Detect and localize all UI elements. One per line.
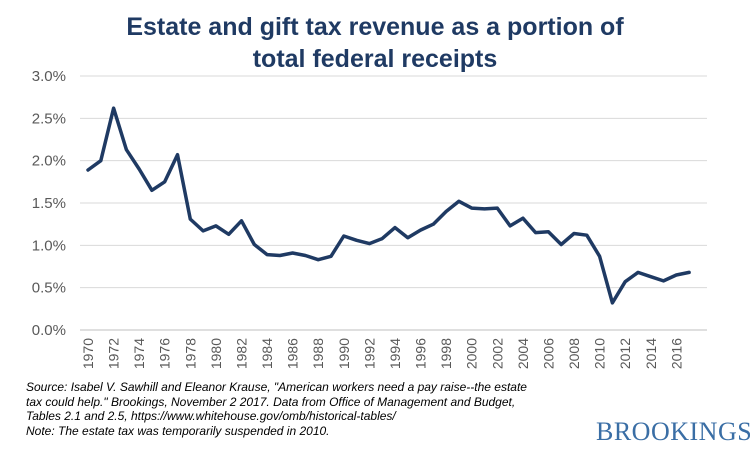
x-tick-label: 2006 bbox=[540, 338, 556, 369]
x-tick-label: 1988 bbox=[310, 338, 326, 369]
gridlines bbox=[80, 75, 707, 331]
x-axis-ticks: 1970 1972 1974 1976 1978 1980 1982 1984 1986 1988… bbox=[80, 338, 684, 369]
y-tick-label: 2.5% bbox=[32, 110, 66, 127]
x-tick-label: 1980 bbox=[208, 338, 224, 369]
y-tick-label: 3.0% bbox=[32, 68, 66, 85]
x-tick-label: 2014 bbox=[643, 338, 659, 369]
note-line: Note: The estate tax was temporarily sus… bbox=[26, 423, 330, 438]
chart-title-line-1: Estate and gift tax revenue as a portion… bbox=[126, 13, 624, 41]
y-tick-label: 0.0% bbox=[32, 322, 66, 339]
series-layer bbox=[86, 106, 691, 305]
source-line-3: Tables 2.1 and 2.5, https://www.whitehou… bbox=[26, 409, 396, 424]
x-tick-label: 1978 bbox=[182, 338, 198, 369]
x-tick-label: 1972 bbox=[106, 338, 122, 369]
x-tick-label: 2000 bbox=[464, 338, 480, 369]
source-line-2: tax could help." Brookings, November 2 2… bbox=[26, 394, 516, 409]
x-tick-label: 2012 bbox=[617, 338, 633, 369]
x-tick-label: 1990 bbox=[336, 338, 352, 369]
y-tick-label: 2.0% bbox=[32, 153, 66, 170]
x-tick-label: 2002 bbox=[489, 338, 505, 369]
x-tick-label: 2016 bbox=[668, 338, 684, 369]
x-tick-label: 1996 bbox=[413, 338, 429, 369]
x-tick-label: 2004 bbox=[515, 338, 531, 369]
x-tick-label: 1994 bbox=[387, 338, 403, 369]
x-tick-label: 1974 bbox=[131, 338, 147, 369]
x-tick-label: 1976 bbox=[157, 338, 173, 369]
source-note: Source: Isabel V. Sawhill and Eleanor Kr… bbox=[26, 380, 586, 438]
chart-title-line-2: total federal receipts bbox=[253, 45, 498, 73]
brookings-logo: BROOKINGS bbox=[596, 417, 750, 446]
y-tick-label: 1.0% bbox=[32, 237, 66, 254]
series-line bbox=[86, 106, 691, 305]
x-tick-label: 1970 bbox=[80, 338, 96, 369]
x-tick-label: 1992 bbox=[361, 338, 377, 369]
x-tick-label: 1998 bbox=[438, 338, 454, 369]
y-axis-ticks: 0.0% 0.5% 1.0% 1.5% 2.0% 2.5% 3.0% bbox=[32, 68, 66, 339]
x-tick-label: 2010 bbox=[592, 338, 608, 369]
source-line-1: Source: Isabel V. Sawhill and Eleanor Kr… bbox=[26, 380, 527, 394]
y-tick-label: 1.5% bbox=[32, 195, 66, 212]
x-tick-label: 1982 bbox=[233, 338, 249, 369]
x-tick-label: 1986 bbox=[285, 338, 301, 369]
x-tick-label: 2008 bbox=[566, 338, 582, 369]
y-tick-label: 0.5% bbox=[32, 280, 66, 297]
x-tick-label: 1984 bbox=[259, 338, 275, 369]
